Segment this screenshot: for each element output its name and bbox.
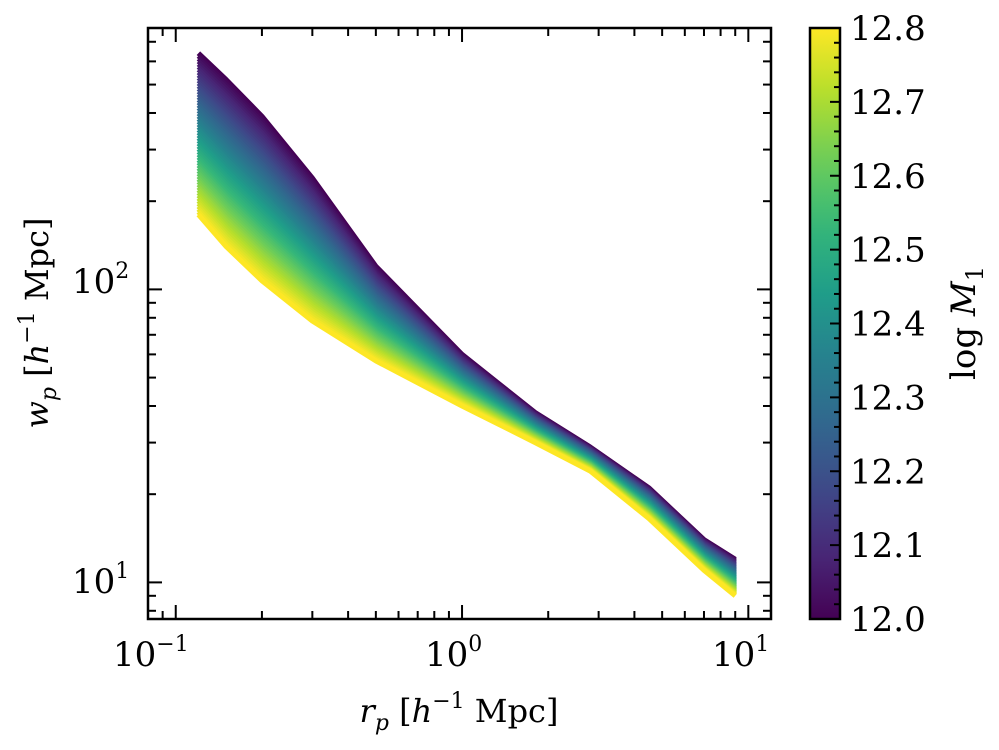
colorbar-tick-labels: 12.0 12.1 12.2 12.3 12.4 12.5 12.6 12.7 12.8 bbox=[850, 9, 926, 640]
colorbar-tick-label: 12.4 bbox=[850, 305, 926, 345]
colorbar: 12.0 12.1 12.2 12.3 12.4 12.5 12.6 12.7 12.8 log… bbox=[808, 9, 989, 640]
colorbar-label: log M1 bbox=[944, 266, 989, 380]
colorbar-tick-label: 12.2 bbox=[850, 452, 926, 492]
colorbar-tick-label: 12.0 bbox=[850, 600, 926, 640]
y-tick-labels: 101 102 bbox=[72, 259, 129, 602]
x-axis-ticks bbox=[147, 28, 750, 619]
model-curve bbox=[196, 212, 737, 598]
x-axis-label: rp [h−1 Mpc] bbox=[360, 689, 559, 736]
x-tick-label-1: 100 bbox=[425, 632, 482, 675]
x-tick-label-2: 101 bbox=[712, 632, 769, 675]
colorbar-tick-label: 12.3 bbox=[850, 378, 926, 418]
y-tick-label-10: 101 bbox=[72, 559, 129, 602]
colorbar-tick-label: 12.1 bbox=[850, 526, 926, 566]
x-tick-labels: 10−1 100 101 bbox=[113, 632, 769, 675]
colorbar-tick-label: 12.8 bbox=[850, 9, 926, 49]
curve-band bbox=[196, 51, 737, 598]
model-curve bbox=[196, 54, 737, 562]
y-axis-label: wp [h−1 Mpc] bbox=[15, 217, 62, 428]
colorbar-tick-label: 12.5 bbox=[850, 231, 926, 271]
model-curve bbox=[196, 51, 737, 562]
y-axis-ticks bbox=[148, 40, 771, 612]
y-tick-label-100: 102 bbox=[72, 259, 129, 302]
colorbar-tick-label: 12.7 bbox=[850, 83, 926, 123]
plot-area bbox=[146, 26, 773, 621]
x-tick-label-0: 10−1 bbox=[113, 632, 189, 675]
plot-frame bbox=[146, 26, 773, 621]
colorbar-frame bbox=[808, 26, 842, 621]
colorbar-tick-label: 12.6 bbox=[850, 157, 926, 197]
